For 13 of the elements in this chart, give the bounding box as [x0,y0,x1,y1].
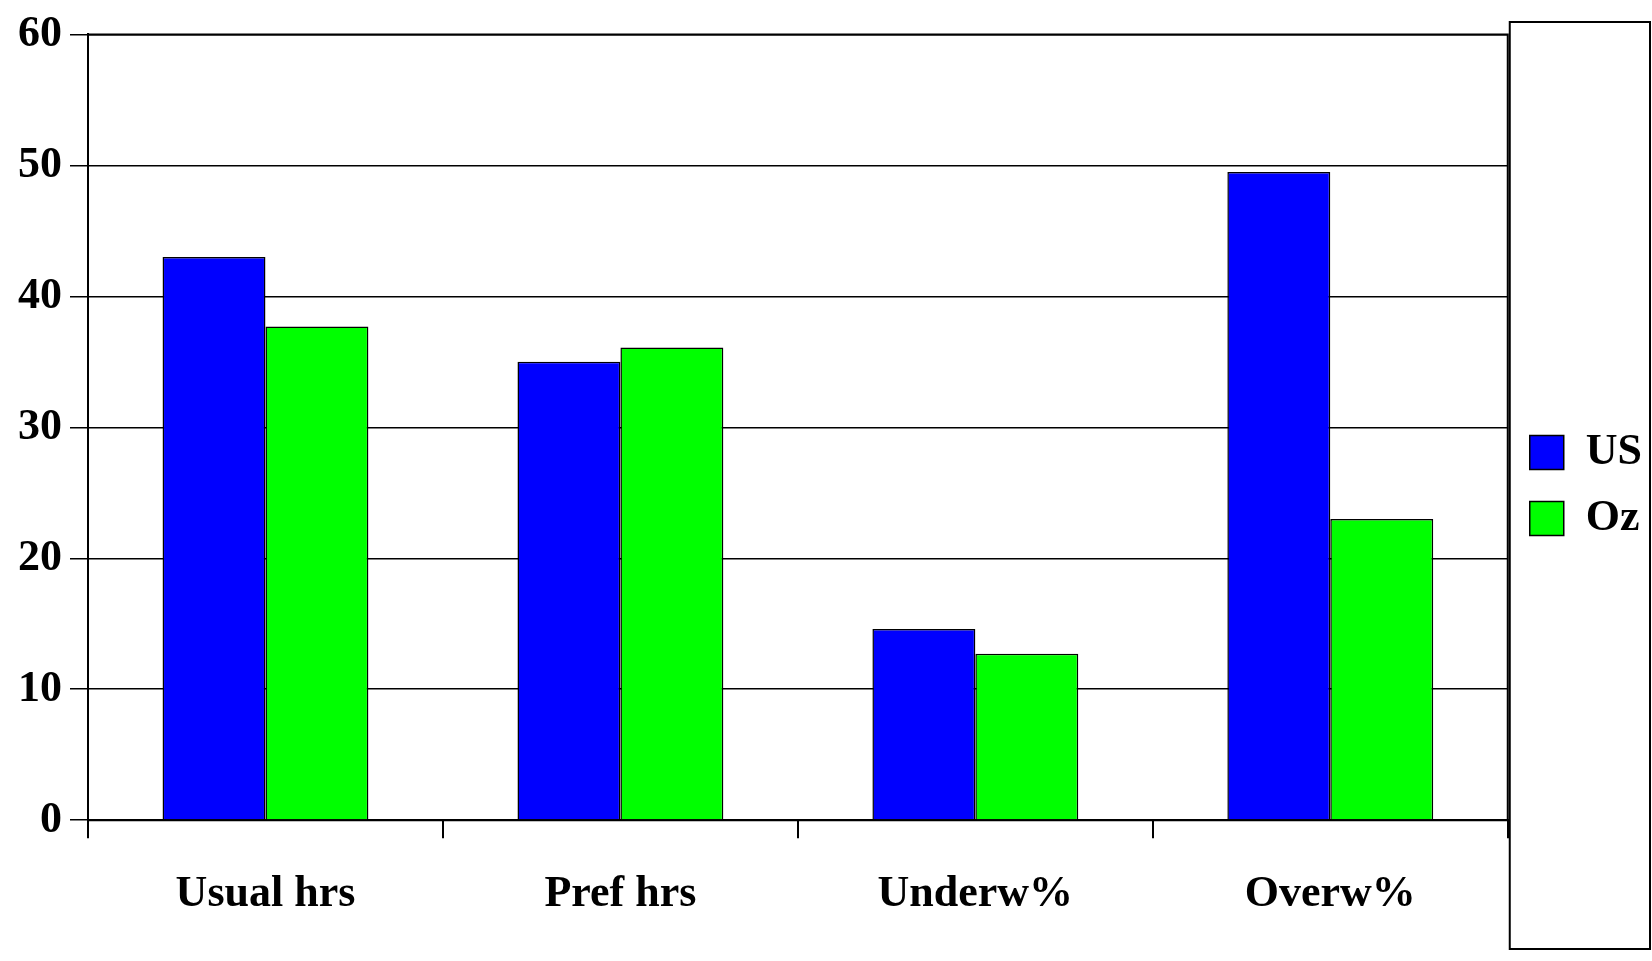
y-tick-label: 40 [18,268,62,318]
y-tick-label: 60 [18,6,62,56]
x-tick-label: Usual hrs [175,866,356,916]
x-tick-label: Pref hrs [544,866,697,916]
legend-label: US [1585,424,1642,474]
y-tick-label: 20 [18,530,62,580]
x-tick-label: Underw% [877,866,1074,916]
y-tick-label: 10 [18,661,62,711]
x-tick-label: Overw% [1244,866,1416,916]
y-tick-label: 50 [18,137,62,187]
legend-label: Oz [1585,490,1640,540]
y-tick-label: 0 [40,792,62,842]
y-tick-label: 30 [18,399,62,449]
